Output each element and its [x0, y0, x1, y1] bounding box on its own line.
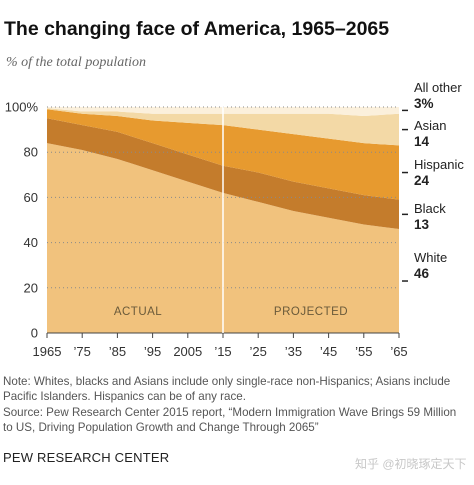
x-tick-label: ’75: [74, 344, 91, 359]
watermark: 知乎 @初晓琢定天下: [355, 457, 467, 471]
chart-subtitle: % of the total population: [6, 55, 146, 70]
end-label-hispanic: Hispanic: [414, 157, 464, 172]
y-tick-label: 20: [24, 280, 38, 295]
end-label-black: Black: [414, 201, 446, 216]
x-tick-label: ’15: [214, 344, 231, 359]
x-tick-label: ’85: [109, 344, 126, 359]
x-tick-label: ’55: [355, 344, 372, 359]
chart-note: Note: Whites, blacks and Asians include …: [3, 375, 451, 403]
x-tick-label: ’65: [390, 344, 407, 359]
chart-title: The changing face of America, 1965–2065: [4, 18, 390, 40]
end-value-white: 46: [414, 266, 430, 281]
y-tick-label: 60: [24, 190, 38, 205]
end-label-white: White: [414, 250, 447, 265]
period-label-projected: PROJECTED: [274, 306, 348, 318]
period-label-actual: ACTUAL: [114, 306, 162, 318]
end-value-asian: 14: [414, 134, 430, 149]
x-tick-label: ’45: [320, 344, 337, 359]
organization-name: PEW RESEARCH CENTER: [3, 450, 170, 465]
y-tick-label: 100%: [5, 100, 39, 115]
y-tick-label: 0: [31, 326, 38, 341]
end-value-black: 13: [414, 217, 430, 232]
stacked-area-chart: 0 20 40 60 80 100% 1965 ’75 ’85 ’95 2005 ’15 ’25 ’35 ’…: [5, 80, 465, 359]
y-tick-label: 40: [24, 235, 38, 250]
x-tick-label: 1965: [33, 344, 62, 359]
area-asian: [47, 108, 399, 146]
x-tick-label: ’25: [250, 344, 267, 359]
end-label-all-other: All other: [414, 80, 462, 95]
x-tick-label: 2005: [173, 344, 202, 359]
end-label-asian: Asian: [414, 118, 447, 133]
end-value-hispanic: 24: [414, 173, 430, 188]
y-tick-label: 80: [24, 145, 38, 160]
x-tick-label: ’95: [144, 344, 161, 359]
x-tick-label: ’35: [285, 344, 302, 359]
end-value-all-other: 3%: [414, 96, 434, 111]
chart-source: Source: Pew Research Center 2015 report,…: [3, 406, 457, 434]
